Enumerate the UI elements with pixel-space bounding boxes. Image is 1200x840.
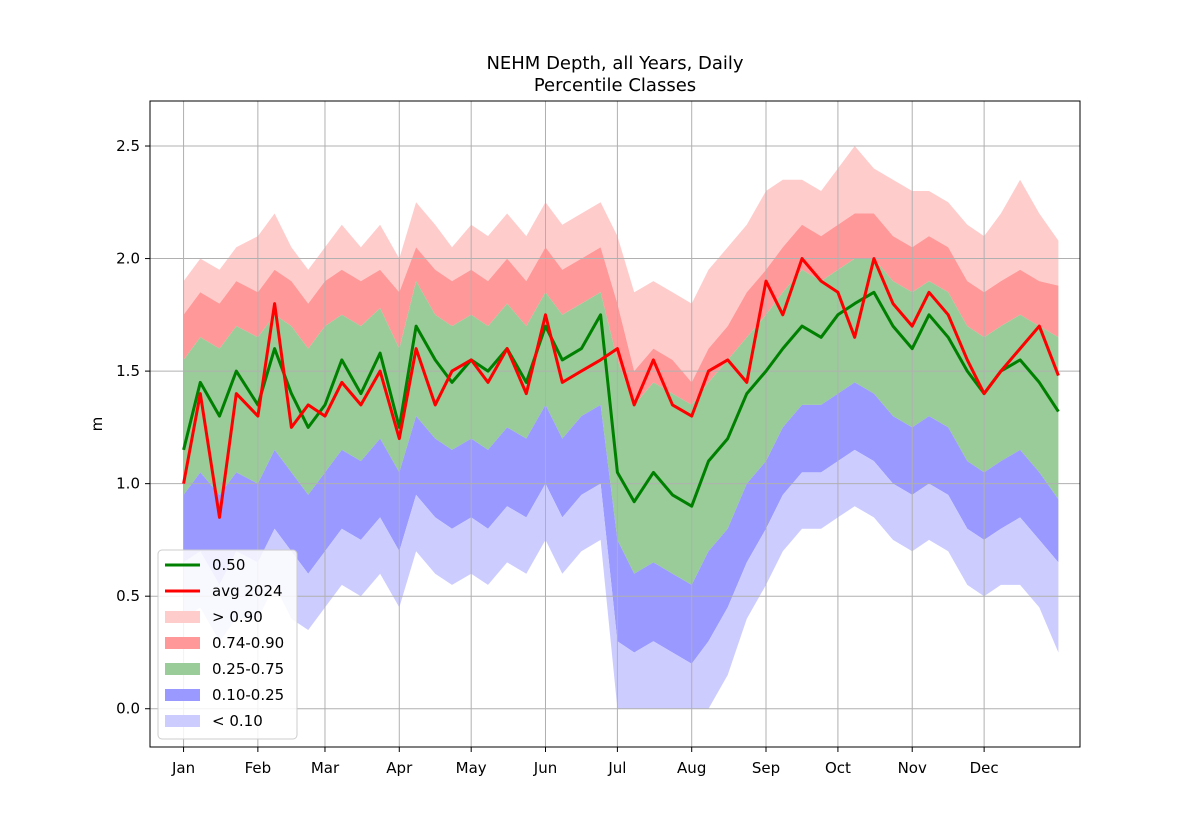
legend-swatch [165, 637, 200, 649]
y-tick-label: 1.5 [116, 362, 140, 380]
x-tick-label: Nov [898, 759, 927, 777]
x-tick-label: Sep [752, 759, 780, 777]
legend-swatch [165, 611, 200, 623]
legend-swatch [165, 663, 200, 675]
legend-label: 0.10-0.25 [212, 686, 284, 704]
y-tick-label: 0.0 [116, 700, 140, 718]
x-axis: Jan Feb Mar Apr May Jun Jul Aug Sep Oct Nov Dec [171, 747, 999, 777]
y-axis: 0.0 0.5 1.0 1.5 2.0 2.5 [116, 137, 150, 718]
line-avg-2024 [182, 257, 1060, 519]
legend-label: avg 2024 [212, 582, 283, 600]
legend-label: 0.74-0.90 [212, 634, 284, 652]
plot-frame [149, 100, 1081, 748]
x-tick-label: Oct [825, 759, 851, 777]
band-0-25-0-75 [183, 258, 1059, 585]
legend-label: 0.50 [212, 556, 245, 574]
chart-title: NEHM Depth, all Years, Daily [486, 53, 743, 74]
x-tick-label: Jun [533, 759, 557, 777]
legend-label: 0.25-0.75 [212, 660, 284, 678]
legend-label: < 0.10 [212, 712, 263, 730]
legend-label: > 0.90 [212, 608, 263, 626]
grid-lines [150, 101, 1080, 747]
percentile-bands [183, 146, 1059, 709]
band-0-74-0-90 [183, 213, 1059, 405]
x-tick-label: Dec [970, 759, 999, 777]
x-tick-label: Jan [171, 759, 195, 777]
legend-swatch [165, 689, 200, 701]
x-tick-label: Apr [386, 759, 413, 777]
legend-swatch [165, 715, 200, 727]
legend: 0.50 avg 2024 > 0.90 0.74-0.90 0.25-0.75 0.10… [157, 549, 298, 740]
y-tick-label: 2.0 [116, 250, 140, 268]
x-tick-label: Aug [677, 759, 706, 777]
x-tick-label: Mar [311, 759, 340, 777]
band--0-10 [183, 449, 1059, 709]
y-tick-label: 1.0 [116, 475, 140, 493]
band--0-90 [183, 146, 1059, 383]
chart-subtitle: Percentile Classes [534, 75, 696, 96]
y-tick-label: 2.5 [116, 137, 140, 155]
band-0-10-0-25 [183, 382, 1059, 664]
x-tick-label: Jul [607, 759, 626, 777]
x-tick-label: Feb [245, 759, 272, 777]
series-lines [182, 257, 1060, 519]
y-tick-label: 0.5 [116, 587, 140, 605]
x-tick-label: May [456, 759, 487, 777]
line-0-50 [182, 290, 1060, 508]
y-axis-label: m [88, 417, 106, 432]
